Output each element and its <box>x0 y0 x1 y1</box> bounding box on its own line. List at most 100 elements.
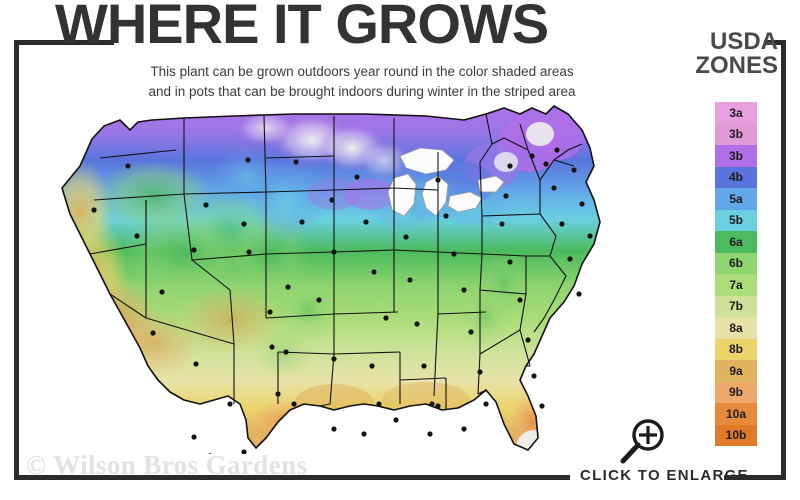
city-dot <box>293 159 299 165</box>
city-dot <box>227 401 233 407</box>
city-dot <box>191 434 197 440</box>
city-dot <box>269 344 275 350</box>
city-dot <box>414 321 420 327</box>
city-dot <box>134 233 140 239</box>
city-dot <box>559 221 565 227</box>
city-dot <box>376 401 382 407</box>
city-dot <box>369 363 375 369</box>
legend-zone-6b-7: 6b <box>715 252 757 274</box>
city-dot <box>331 356 337 362</box>
city-dot <box>554 147 560 153</box>
city-dot <box>91 207 97 213</box>
frame-top-right-segment <box>764 40 786 45</box>
city-dot <box>331 426 337 432</box>
usda-hardiness-zone-map[interactable] <box>34 104 674 454</box>
city-dot <box>435 403 441 409</box>
city-dot <box>403 234 409 240</box>
frame-left-edge <box>14 40 19 480</box>
legend-zone-9a-12: 9a <box>715 360 757 382</box>
city-dot <box>435 177 441 183</box>
state-borders-layer <box>61 105 601 451</box>
magnifier-plus-icon[interactable] <box>616 418 670 466</box>
legend-zone-7b-9: 7b <box>715 295 757 317</box>
city-dot <box>576 291 582 297</box>
city-dot <box>531 373 537 379</box>
legend-zone-5b-5: 5b <box>715 209 757 231</box>
city-dot <box>579 201 585 207</box>
frame-top-left-segment <box>14 40 114 45</box>
city-dot <box>421 363 427 369</box>
usda-zone-legend: 3a 3b 3b 4b 5a 5b 6a 6b 7a 7b 8a 8b 9a 9b 10a 10b <box>715 102 757 446</box>
city-dot <box>427 431 433 437</box>
legend-zone-9b-13: 9b <box>715 381 757 403</box>
city-dot <box>191 247 197 253</box>
city-dot <box>371 269 377 275</box>
city-dot <box>267 309 273 315</box>
great-lakes-layer <box>387 147 505 217</box>
frame-right-edge <box>781 40 786 480</box>
city-dot <box>150 330 156 336</box>
city-dot <box>503 193 509 199</box>
city-dot <box>443 213 449 219</box>
city-dot <box>193 361 199 367</box>
city-dot <box>331 249 337 255</box>
city-dot <box>316 297 322 303</box>
city-dot <box>203 202 209 208</box>
city-dot <box>507 259 513 265</box>
legend-zone-8b-11: 8b <box>715 338 757 360</box>
city-dot <box>125 163 131 169</box>
city-dot <box>246 249 252 255</box>
legend-zone-6a-6: 6a <box>715 231 757 253</box>
city-dot <box>483 401 489 407</box>
city-dot <box>361 431 367 437</box>
legend-zone-4b-3: 4b <box>715 166 757 188</box>
city-dot <box>354 174 360 180</box>
legend-zone-7a-8: 7a <box>715 274 757 296</box>
city-dot <box>477 369 483 375</box>
city-dot <box>571 167 577 173</box>
city-dot <box>529 153 535 159</box>
city-dot <box>241 449 247 454</box>
city-dot <box>551 185 557 191</box>
legend-title-line-1: USDA <box>709 28 778 55</box>
legend-zone-10b-15: 10b <box>715 424 757 446</box>
city-dot <box>567 256 573 262</box>
legend-title-line-2: ZONES <box>695 52 778 80</box>
city-dot <box>451 251 457 257</box>
city-dot <box>429 401 435 407</box>
map-svg <box>61 105 601 454</box>
city-dot <box>275 391 281 397</box>
legend-zone-10a-14: 10a <box>715 403 757 425</box>
city-dot <box>299 219 305 225</box>
city-dot <box>461 426 467 432</box>
click-to-enlarge-label[interactable]: CLICK TO ENLARGE <box>580 467 749 484</box>
city-dot <box>283 349 289 355</box>
city-dot <box>285 284 291 290</box>
city-dot <box>539 403 545 409</box>
city-dot <box>329 197 335 203</box>
legend-zone-5a-4: 5a <box>715 188 757 210</box>
city-dot <box>159 289 165 295</box>
city-dot <box>461 287 467 293</box>
city-dot <box>468 329 474 335</box>
page-title: WHERE IT GROWS <box>55 0 549 55</box>
legend-zone-3b-2: 3b <box>715 145 757 167</box>
city-dot <box>499 221 505 227</box>
subtitle-line-2: and in pots that can be brought indoors … <box>148 83 576 99</box>
page-subtitle: This plant can be grown outdoors year ro… <box>62 62 662 101</box>
city-dot <box>241 221 247 227</box>
city-dot <box>363 219 369 225</box>
legend-zone-3b-1: 3b <box>715 123 757 145</box>
city-dot <box>383 315 389 321</box>
zone-fill-layer <box>62 106 600 450</box>
legend-zone-8a-10: 8a <box>715 317 757 339</box>
legend-zone-3a-0: 3a <box>715 102 757 124</box>
city-dot <box>208 453 212 454</box>
city-dot <box>543 161 549 167</box>
city-dot <box>507 163 513 169</box>
city-dot <box>407 277 413 283</box>
frame-bottom-left-segment <box>14 475 570 480</box>
city-dot <box>291 401 297 407</box>
city-dot <box>245 157 251 163</box>
